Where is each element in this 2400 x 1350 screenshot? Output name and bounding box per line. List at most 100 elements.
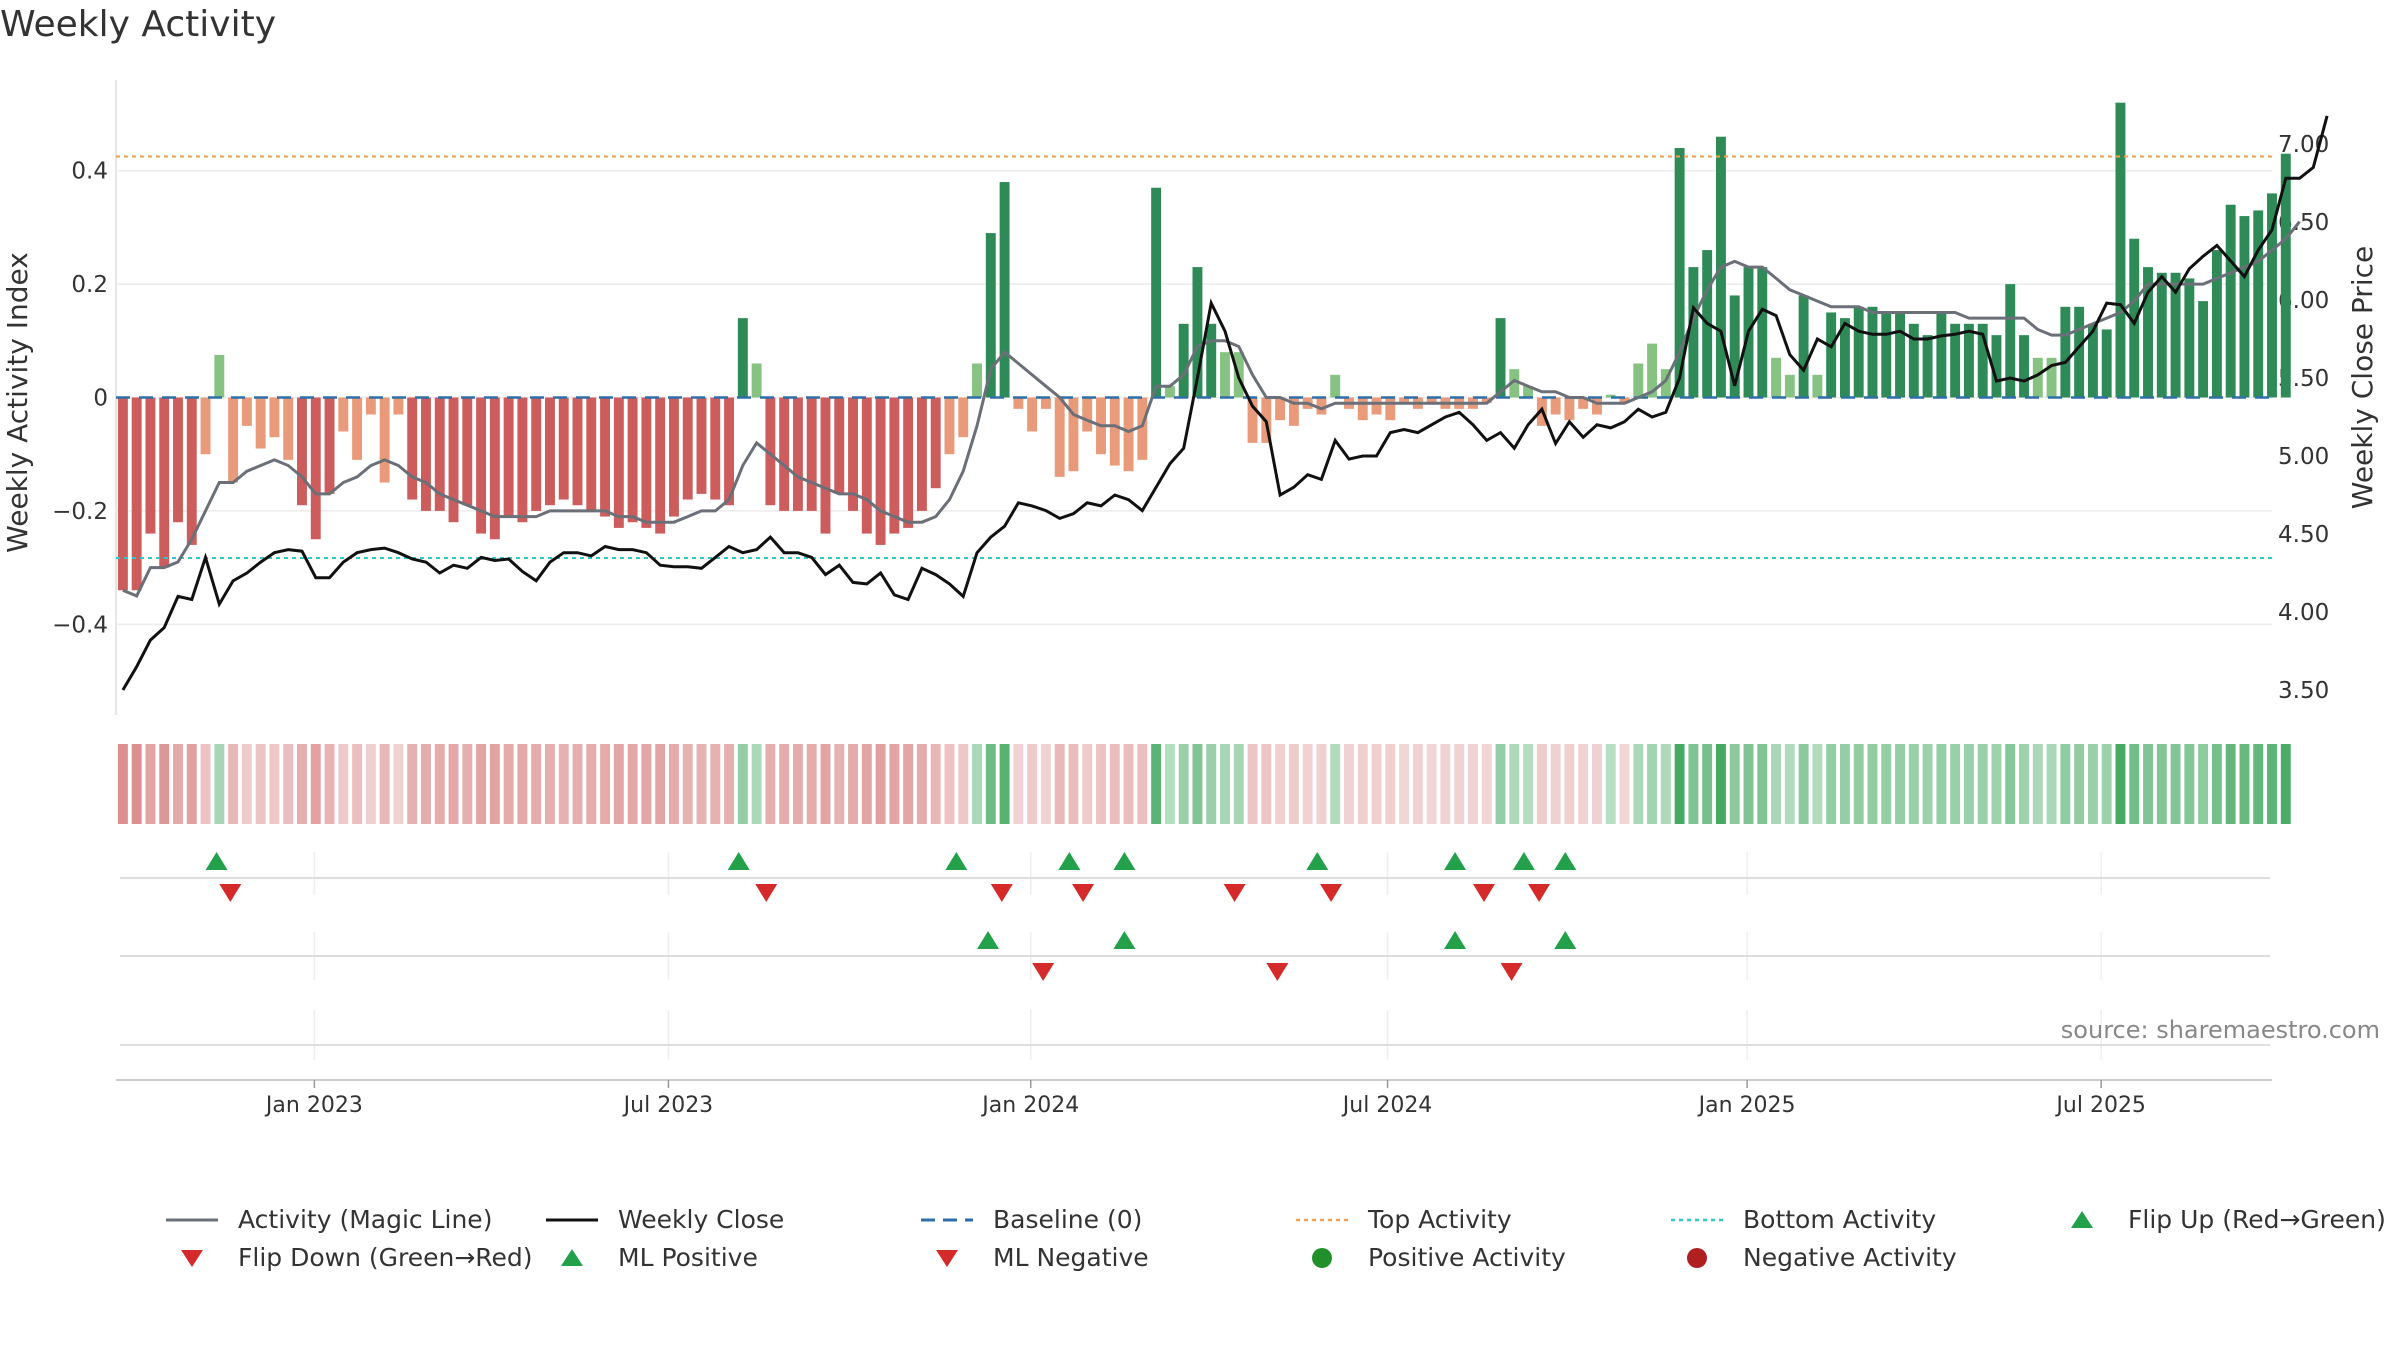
strip-cell (393, 744, 404, 824)
activity-bar (889, 397, 900, 534)
activity-bar (1068, 397, 1079, 472)
strip-cell (1261, 744, 1272, 824)
strip-cell (1040, 744, 1051, 824)
strip-cell (1344, 744, 1354, 824)
strip-cell (1784, 744, 1795, 824)
strip-cell (861, 744, 872, 824)
strip-cell (985, 744, 996, 824)
activity-bar (1040, 397, 1051, 409)
strip-cell (2184, 744, 2195, 824)
activity-bar (1054, 397, 1065, 477)
strip-cell (1468, 744, 1478, 824)
strip-cell (696, 744, 707, 824)
activity-bar (724, 397, 735, 506)
strip-cell (283, 744, 294, 824)
activity-bar (1688, 267, 1699, 398)
activity-bar (228, 397, 239, 483)
activity-bar (434, 397, 445, 511)
strip-cell (1688, 744, 1699, 824)
activity-bar (572, 397, 583, 506)
right-tick-label: 4.00 (2278, 600, 2329, 626)
activity-bar (1495, 318, 1506, 398)
activity-bar (489, 397, 500, 540)
strip-cell (1288, 744, 1299, 824)
strip-cell (820, 744, 831, 824)
ml-negative-marker (1500, 963, 1523, 981)
activity-bar (1123, 397, 1134, 472)
activity-bar (338, 397, 349, 432)
activity-bar (2101, 329, 2112, 398)
strip-cell (1977, 744, 1988, 824)
strip-cell (1743, 744, 1754, 824)
activity-bar (379, 397, 390, 483)
activity-bar (1757, 267, 1768, 398)
activity-bar (655, 397, 666, 534)
strip-cell (958, 744, 969, 824)
activity-bar (1771, 357, 1782, 398)
legend-marker (561, 1248, 583, 1266)
strip-cell (228, 744, 239, 824)
activity-bar (2156, 272, 2167, 398)
activity-bar (1288, 397, 1299, 426)
activity-bar (1660, 369, 1671, 398)
legend-item-magic-line: Activity (Magic Line) (160, 1205, 492, 1234)
strip-cell (999, 744, 1010, 824)
activity-bar (214, 354, 225, 398)
strip-cell (848, 744, 858, 824)
activity-bar (1371, 397, 1382, 415)
strip-cell (1426, 744, 1437, 824)
left-tick-label: −0.4 (52, 612, 108, 638)
strip-cell (462, 744, 473, 824)
strip-cell (1109, 744, 1120, 824)
strip-cell (1302, 744, 1313, 824)
activity-bar (1826, 312, 1837, 398)
strip-cell (2005, 744, 2016, 824)
activity-chart: −0.4−0.200.20.43.504.004.505.005.506.006… (1, 80, 2380, 1118)
activity-bar (531, 397, 542, 511)
strip-cell (517, 744, 528, 824)
activity-bar (1839, 318, 1850, 398)
activity-bar (972, 363, 982, 398)
strip-cell (1936, 744, 1947, 824)
legend-symbol-icon (2071, 1210, 2093, 1228)
flip-up-marker (1554, 852, 1577, 870)
strip-cell (1922, 744, 1933, 824)
strip-cell (1991, 744, 2002, 824)
legend-item-flip-down: Flip Down (Green→Red) (160, 1243, 533, 1272)
strip-cell (1164, 744, 1175, 824)
activity-bar (517, 397, 528, 523)
flip-down-marker (990, 884, 1013, 902)
x-tick-label: Jul 2024 (1341, 1093, 1433, 1118)
activity-bars (117, 102, 2291, 591)
left-tick-label: 0 (93, 386, 108, 412)
ml-positive-marker (1113, 931, 1136, 949)
strip-cell (352, 744, 363, 824)
activity-bar (1591, 397, 1602, 415)
activity-bar (448, 397, 459, 523)
strip-cell (558, 744, 569, 824)
strip-cell (338, 744, 349, 824)
strip-cell (1013, 744, 1024, 824)
activity-bar (421, 397, 431, 511)
activity-bar (2129, 238, 2140, 398)
strip-cell (2280, 744, 2291, 824)
legend-item-ml-neg: ML Negative (915, 1243, 1149, 1272)
activity-bar (1013, 397, 1024, 409)
activity-bar (1385, 397, 1396, 421)
activity-bar (1206, 323, 1217, 398)
legend-label: Flip Down (Green→Red) (238, 1243, 533, 1272)
strip-cell (1481, 744, 1492, 824)
legend-symbol-icon (546, 1218, 598, 1221)
strip-cell (421, 744, 431, 824)
activity-bar (792, 397, 803, 511)
legend-item-bottom: Bottom Activity (1665, 1205, 1936, 1234)
strip-cell (779, 744, 790, 824)
strip-cell (2211, 744, 2222, 824)
ml-positive-marker (1444, 931, 1467, 949)
activity-bar (503, 397, 514, 517)
strip-cell (627, 744, 638, 824)
activity-bar (1357, 397, 1368, 421)
strip-cell (145, 744, 156, 824)
strip-cell (476, 744, 487, 824)
strip-cell (2046, 744, 2057, 824)
